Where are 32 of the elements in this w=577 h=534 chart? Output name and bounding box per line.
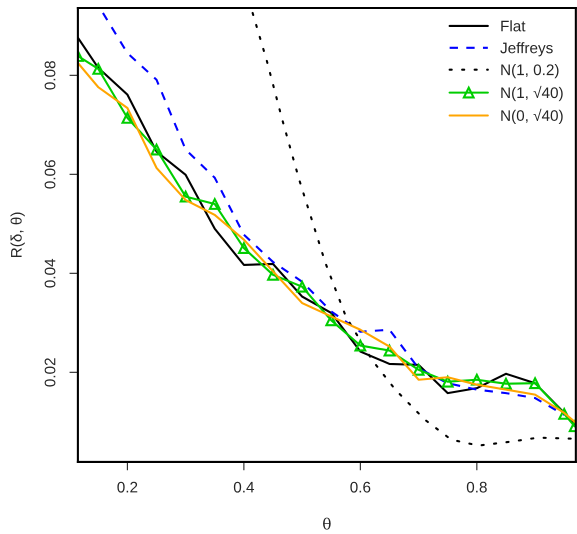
legend-label: N(0, √40) <box>501 108 563 124</box>
legend-label: N(1, √40) <box>501 86 563 102</box>
point <box>121 112 134 124</box>
point <box>354 340 366 352</box>
point <box>500 378 512 390</box>
point <box>470 374 483 386</box>
point <box>325 314 338 326</box>
point <box>529 377 541 390</box>
point <box>238 242 250 254</box>
point <box>267 268 279 281</box>
point <box>442 376 454 388</box>
legend-label: Flat <box>501 20 526 32</box>
x-tick-label: 0.4 <box>234 482 254 493</box>
x-tick-label: 0.6 <box>350 482 370 493</box>
point <box>412 364 425 376</box>
y-tick-label: 0.08 <box>44 61 56 90</box>
x-tick-label: 0.8 <box>466 482 487 493</box>
legend-label: Jeffreys <box>500 42 553 56</box>
y-tick-label: 0.02 <box>44 358 56 387</box>
point <box>180 190 192 203</box>
legend-label: N(1, 0.2) <box>501 64 559 78</box>
point <box>208 198 221 210</box>
x-axis-title: θ <box>323 518 331 530</box>
point <box>558 408 570 420</box>
point <box>384 344 396 356</box>
point <box>92 62 104 75</box>
x-tick-label: 0.2 <box>117 482 138 493</box>
point <box>296 280 308 293</box>
y-tick-label: 0.06 <box>44 160 56 189</box>
y-axis-title: R(δ, θ) <box>10 212 25 258</box>
point <box>150 144 162 156</box>
y-tick-label: 0.04 <box>44 258 56 288</box>
